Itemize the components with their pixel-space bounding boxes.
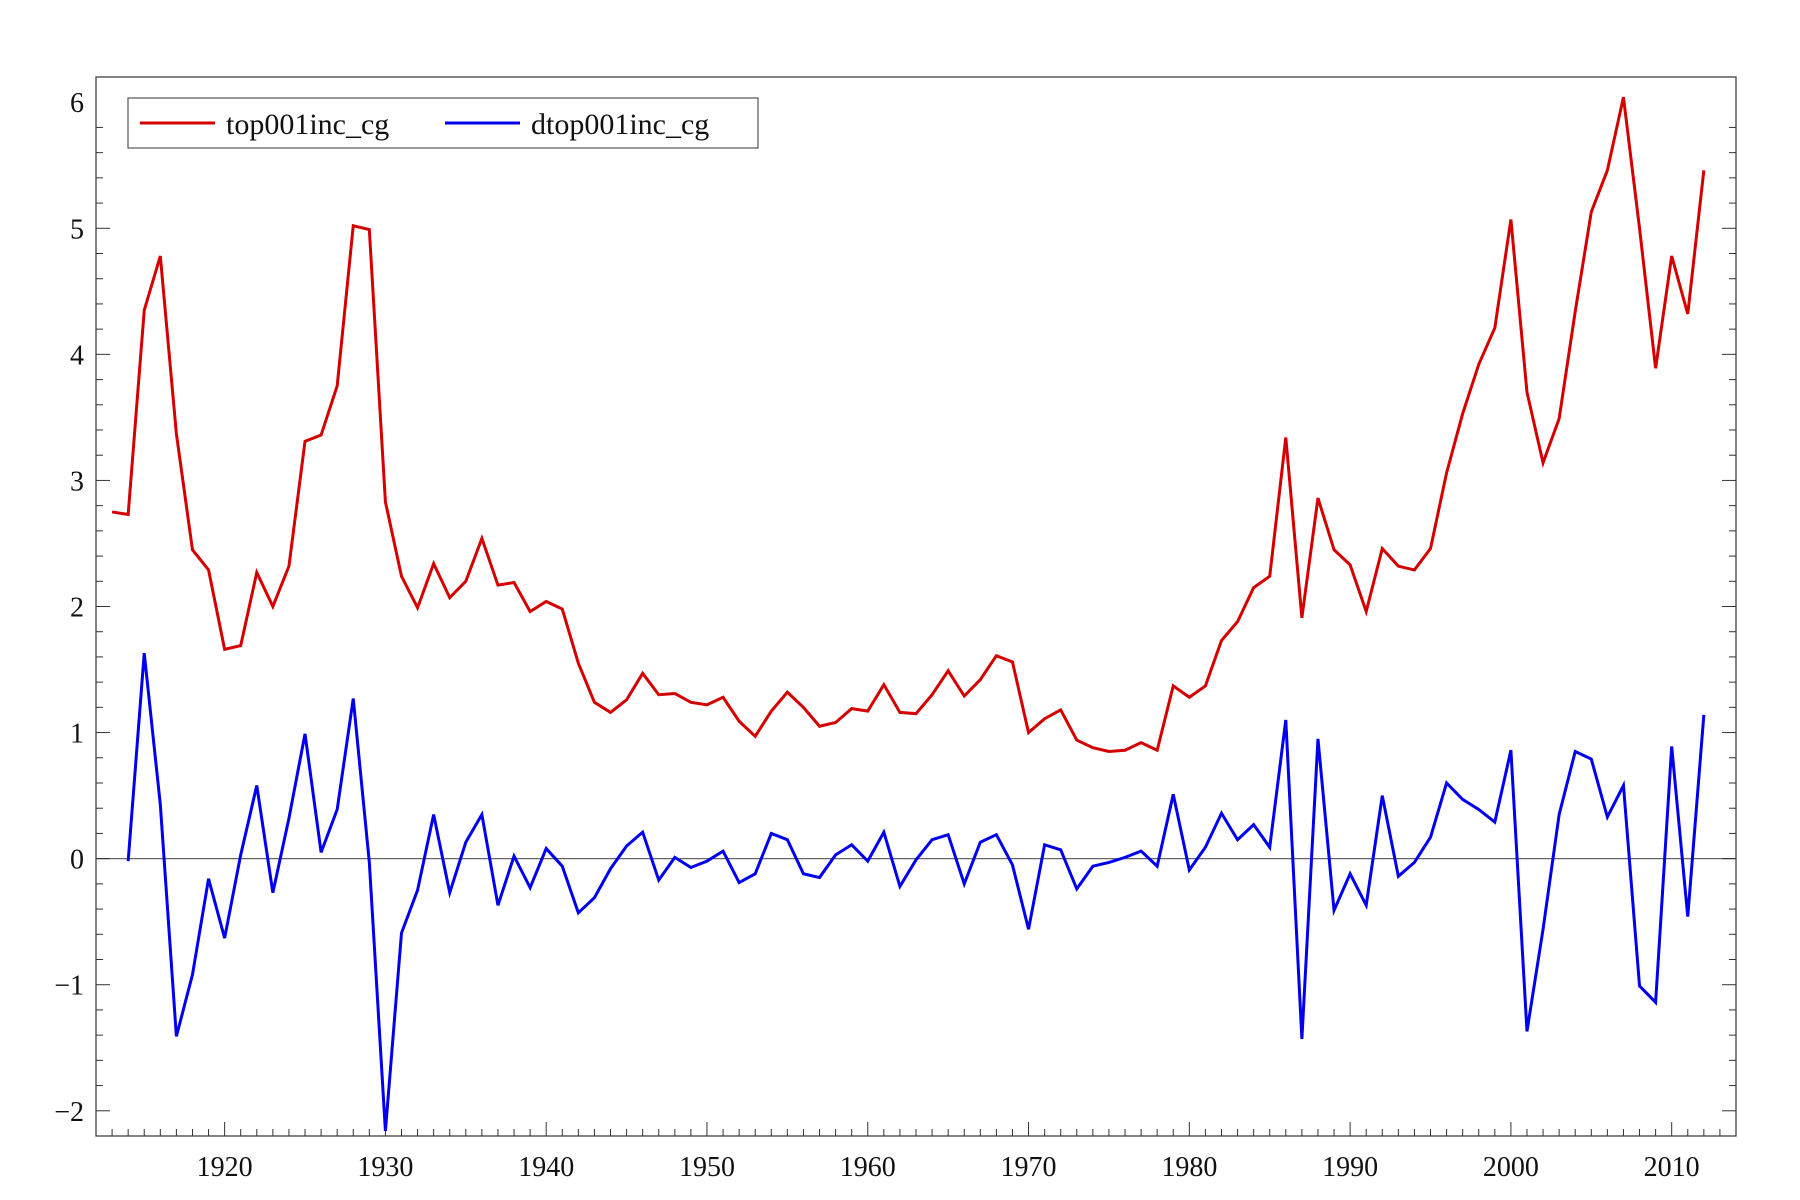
plot-frame (95, 76, 1737, 1137)
x-tick-label: 1950 (679, 1152, 735, 1183)
x-tick-label: 2010 (1644, 1152, 1700, 1183)
x-tick-label: 1940 (518, 1152, 574, 1183)
y-tick-label: 5 (70, 214, 84, 245)
y-tick-label: 2 (70, 593, 84, 624)
y-tick-label: 6 (70, 88, 84, 119)
x-tick-label: 1920 (197, 1152, 253, 1183)
series-line-dtop001inc_cg (126, 652, 1706, 1132)
x-axis: 1920 1930 1940 1950 1960 1970 1980 1990 2000 2010 (95, 1122, 1737, 1183)
legend-label-top001inc_cg: top001inc_cg (226, 108, 389, 141)
x-tick-label: 1990 (1322, 1152, 1378, 1183)
series-line-top001inc_cg (111, 96, 1706, 753)
series-layer (111, 96, 1706, 1132)
x-tick-label: 1930 (357, 1152, 413, 1183)
y-axis: −2 −1 0 1 2 3 4 5 6 (54, 88, 1736, 1128)
legend-box (127, 97, 759, 149)
y-tick-label: 3 (70, 466, 84, 497)
legend-label-dtop001inc_cg: dtop001inc_cg (531, 108, 709, 141)
x-tick-label: 2000 (1483, 1152, 1539, 1183)
y-tick-label: −2 (54, 1097, 84, 1128)
x-tick-label: 1970 (1001, 1152, 1057, 1183)
x-tick-label: 1960 (840, 1152, 896, 1183)
y-tick-label: 0 (70, 845, 84, 876)
y-tick-label: 1 (70, 719, 84, 750)
x-tick-label: 1980 (1161, 1152, 1217, 1183)
legend: top001inc_cg dtop001inc_cg (127, 97, 759, 149)
y-tick-label: −1 (54, 971, 84, 1002)
y-tick-label: 4 (70, 340, 84, 371)
